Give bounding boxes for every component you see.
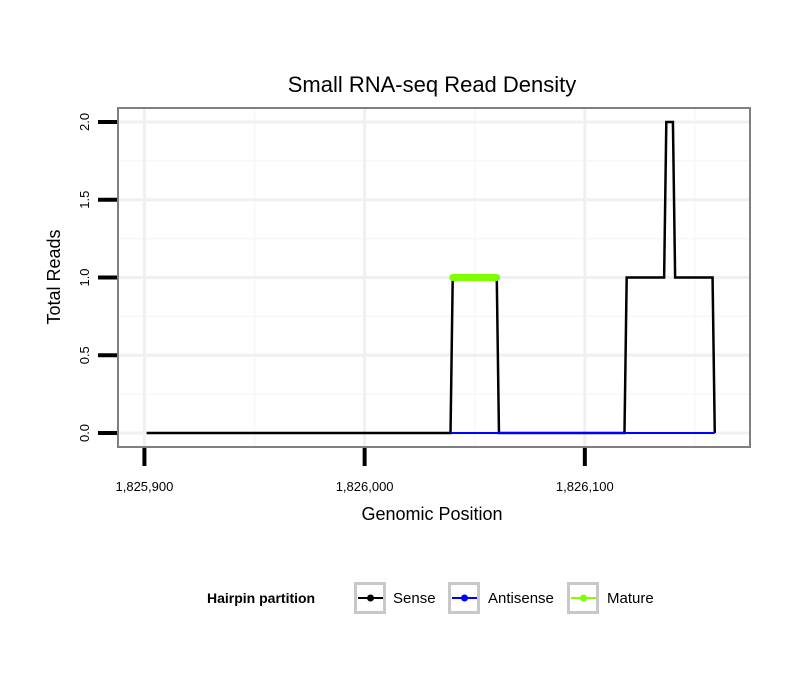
legend-label-antisense: Antisense xyxy=(488,590,554,607)
y-tick-label: 2.0 xyxy=(77,113,92,131)
chart-title: Small RNA-seq Read Density xyxy=(288,72,577,97)
legend-label-sense: Sense xyxy=(393,590,436,607)
x-tick-label: 1,825,900 xyxy=(116,479,174,494)
legend-point-mature xyxy=(580,594,587,602)
x-axis-title: Genomic Position xyxy=(361,504,502,524)
y-tick-label: 1.5 xyxy=(77,191,92,209)
plot-panel-border xyxy=(117,107,751,448)
x-tick-label: 1,826,100 xyxy=(556,479,614,494)
plot-series xyxy=(146,120,717,435)
x-tick-label: 1,826,000 xyxy=(336,479,394,494)
x-axis: 1,825,900 1,826,000 1,826,100 xyxy=(116,448,614,494)
y-tick-label: 0.5 xyxy=(77,346,92,364)
legend-label-mature: Mature xyxy=(607,590,654,607)
legend-point-sense xyxy=(367,594,374,602)
legend: Hairpin partition Sense Antisense Mature xyxy=(207,582,654,614)
y-tick-label: 0.0 xyxy=(77,424,92,442)
y-axis: 0.0 0.5 1.0 1.5 2.0 xyxy=(77,113,117,442)
y-axis-title: Total Reads xyxy=(44,229,64,324)
legend-point-antisense xyxy=(461,594,468,602)
legend-title: Hairpin partition xyxy=(207,590,315,606)
y-tick-label: 1.0 xyxy=(77,268,92,286)
